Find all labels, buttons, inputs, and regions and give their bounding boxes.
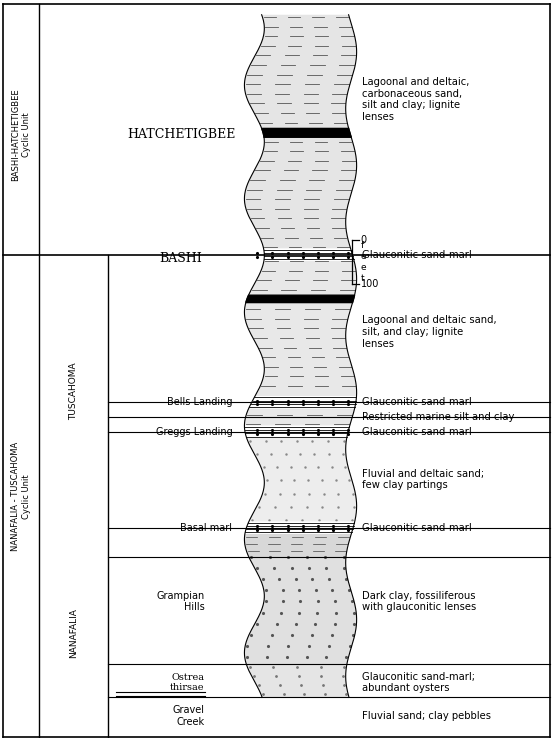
Text: Glauconitic sand-marl: Glauconitic sand-marl (362, 397, 472, 407)
Text: Fluvial sand; clay pebbles: Fluvial sand; clay pebbles (362, 711, 491, 721)
Polygon shape (244, 557, 357, 664)
Text: Bells Landing: Bells Landing (167, 397, 232, 407)
Text: Ostrea
thirsae: Ostrea thirsae (170, 673, 205, 692)
Text: e: e (361, 263, 366, 272)
Text: Glauconitic sand-marl: Glauconitic sand-marl (362, 523, 472, 533)
Polygon shape (244, 425, 350, 438)
Text: HATCHETIGBEE: HATCHETIGBEE (127, 128, 235, 141)
Text: Glauconitic sand-marl;
abundant oysters: Glauconitic sand-marl; abundant oysters (362, 672, 475, 694)
Text: Dark clay, fossiliferous
with glauconitic lenses: Dark clay, fossiliferous with glauconiti… (362, 590, 477, 613)
Polygon shape (264, 248, 354, 261)
Text: Gravel
Creek: Gravel Creek (173, 705, 205, 727)
Polygon shape (245, 521, 355, 534)
Text: NANAFALIA - TUSCAHOMA
Cyclic Unit: NANAFALIA - TUSCAHOMA Cyclic Unit (11, 441, 31, 551)
Text: f: f (361, 241, 364, 250)
Text: Grampian
Hills: Grampian Hills (156, 590, 205, 613)
Polygon shape (244, 15, 357, 255)
Polygon shape (245, 432, 357, 528)
Text: Lagoonal and deltaic sand,
silt, and clay; lignite
lenses: Lagoonal and deltaic sand, silt, and cla… (362, 316, 497, 348)
Polygon shape (262, 128, 351, 137)
Text: 0: 0 (361, 235, 367, 245)
Polygon shape (246, 664, 349, 697)
Text: BASHI-HATCHETIGBEE
Cyclic Unit: BASHI-HATCHETIGBEE Cyclic Unit (11, 89, 31, 181)
Text: BASHI: BASHI (160, 252, 202, 265)
Text: Glauconitic sand-marl: Glauconitic sand-marl (362, 427, 472, 437)
Polygon shape (249, 396, 357, 409)
Text: NANAFALIA: NANAFALIA (69, 608, 78, 658)
Text: Lagoonal and deltaic,
carbonaceous sand,
silt and clay; lignite
lenses: Lagoonal and deltaic, carbonaceous sand,… (362, 77, 469, 122)
Polygon shape (246, 295, 354, 303)
Polygon shape (244, 528, 353, 557)
Text: 100: 100 (361, 279, 379, 289)
Text: Glauconitic sand-marl: Glauconitic sand-marl (362, 249, 472, 260)
Text: e: e (361, 252, 366, 261)
Text: Restricted marine silt and clay: Restricted marine silt and clay (362, 412, 515, 422)
Text: Fluvial and deltaic sand;
few clay partings: Fluvial and deltaic sand; few clay parti… (362, 469, 484, 491)
Text: t: t (361, 274, 364, 283)
Text: Basal marl: Basal marl (180, 523, 232, 533)
Polygon shape (244, 255, 357, 432)
Text: Greggs Landing: Greggs Landing (155, 427, 232, 437)
Text: TUSCAHOMA: TUSCAHOMA (69, 362, 78, 420)
